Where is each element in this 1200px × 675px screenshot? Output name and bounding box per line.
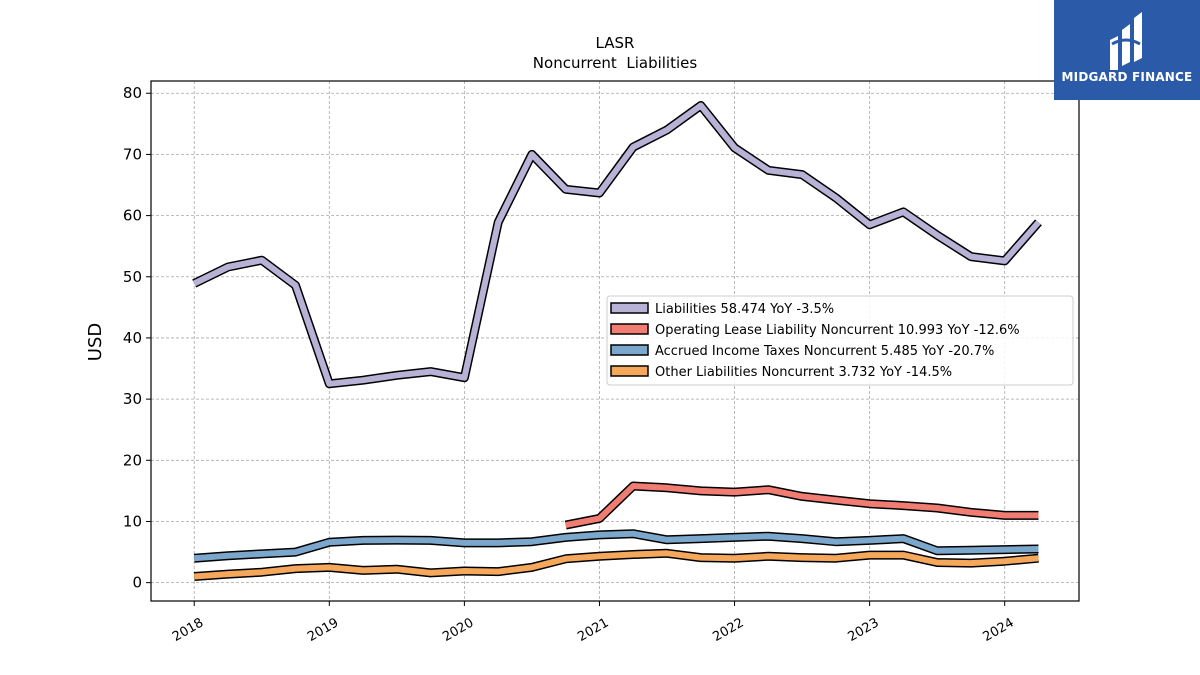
x-tick-label: 2023: [845, 615, 881, 645]
logo-text: MIDGARD FINANCE: [1061, 70, 1193, 84]
series-accrued-income-taxes-noncurrent: [193, 529, 1039, 563]
y-axis-label: USD: [85, 323, 106, 361]
midgard-finance-logo: MIDGARD FINANCE: [1054, 0, 1200, 100]
legend-box: [606, 295, 1074, 386]
legend-label: Liabilities 58.474 YoY -3.5%: [655, 302, 834, 317]
x-tick-label: 2022: [710, 615, 746, 645]
legend-label: Operating Lease Liability Noncurrent 10.…: [655, 323, 1020, 338]
midgard-logo-icon: [1110, 12, 1142, 70]
series-outline: [564, 481, 1039, 530]
y-tick-label: 70: [123, 145, 142, 163]
y-tick-label: 10: [123, 512, 142, 530]
series-lines: [192, 101, 1042, 581]
series-liabilities: [192, 101, 1042, 389]
legend-label: Accrued Income Taxes Noncurrent 5.485 Yo…: [655, 344, 994, 359]
y-tick-label: 0: [132, 574, 142, 592]
y-tick-label: 40: [123, 329, 142, 347]
legend-swatch: [610, 344, 649, 356]
y-tick-label: 50: [123, 268, 142, 286]
x-tick-label: 2024: [981, 615, 1017, 645]
chart-title: LASR: [596, 34, 635, 52]
series-operating-lease-liability-noncurrent: [564, 481, 1039, 530]
series-line: [192, 102, 1041, 387]
legend-swatch: [610, 365, 649, 377]
legend-label: Other Liabilities Noncurrent 3.732 YoY -…: [655, 365, 952, 380]
series-other-liabilities-noncurrent: [193, 548, 1039, 581]
chart-subtitle: Noncurrent Liabilities: [533, 54, 698, 72]
plot-frame: [150, 80, 1080, 602]
series-line: [193, 550, 1039, 580]
x-tick-label: 2019: [305, 615, 341, 645]
x-tick-label: 2018: [170, 615, 206, 645]
legend: Liabilities 58.474 YoY -3.5% Operating Le…: [606, 295, 1074, 386]
series-line: [193, 530, 1039, 562]
y-tick-label: 60: [123, 207, 142, 225]
legend-swatch: [610, 323, 649, 335]
series-line: [565, 483, 1039, 529]
x-axis: 2018 2019 2020 2021 2022 2023 2024: [170, 601, 1017, 645]
y-tick-label: 80: [123, 84, 142, 102]
y-tick-label: 20: [123, 451, 142, 469]
x-tick-label: 2021: [575, 615, 611, 645]
x-tick-label: 2020: [440, 615, 476, 645]
y-tick-label: 30: [123, 390, 142, 408]
legend-swatch: [610, 302, 649, 314]
y-axis: 0 10 20 30 40 50 60 70 80: [123, 84, 151, 592]
